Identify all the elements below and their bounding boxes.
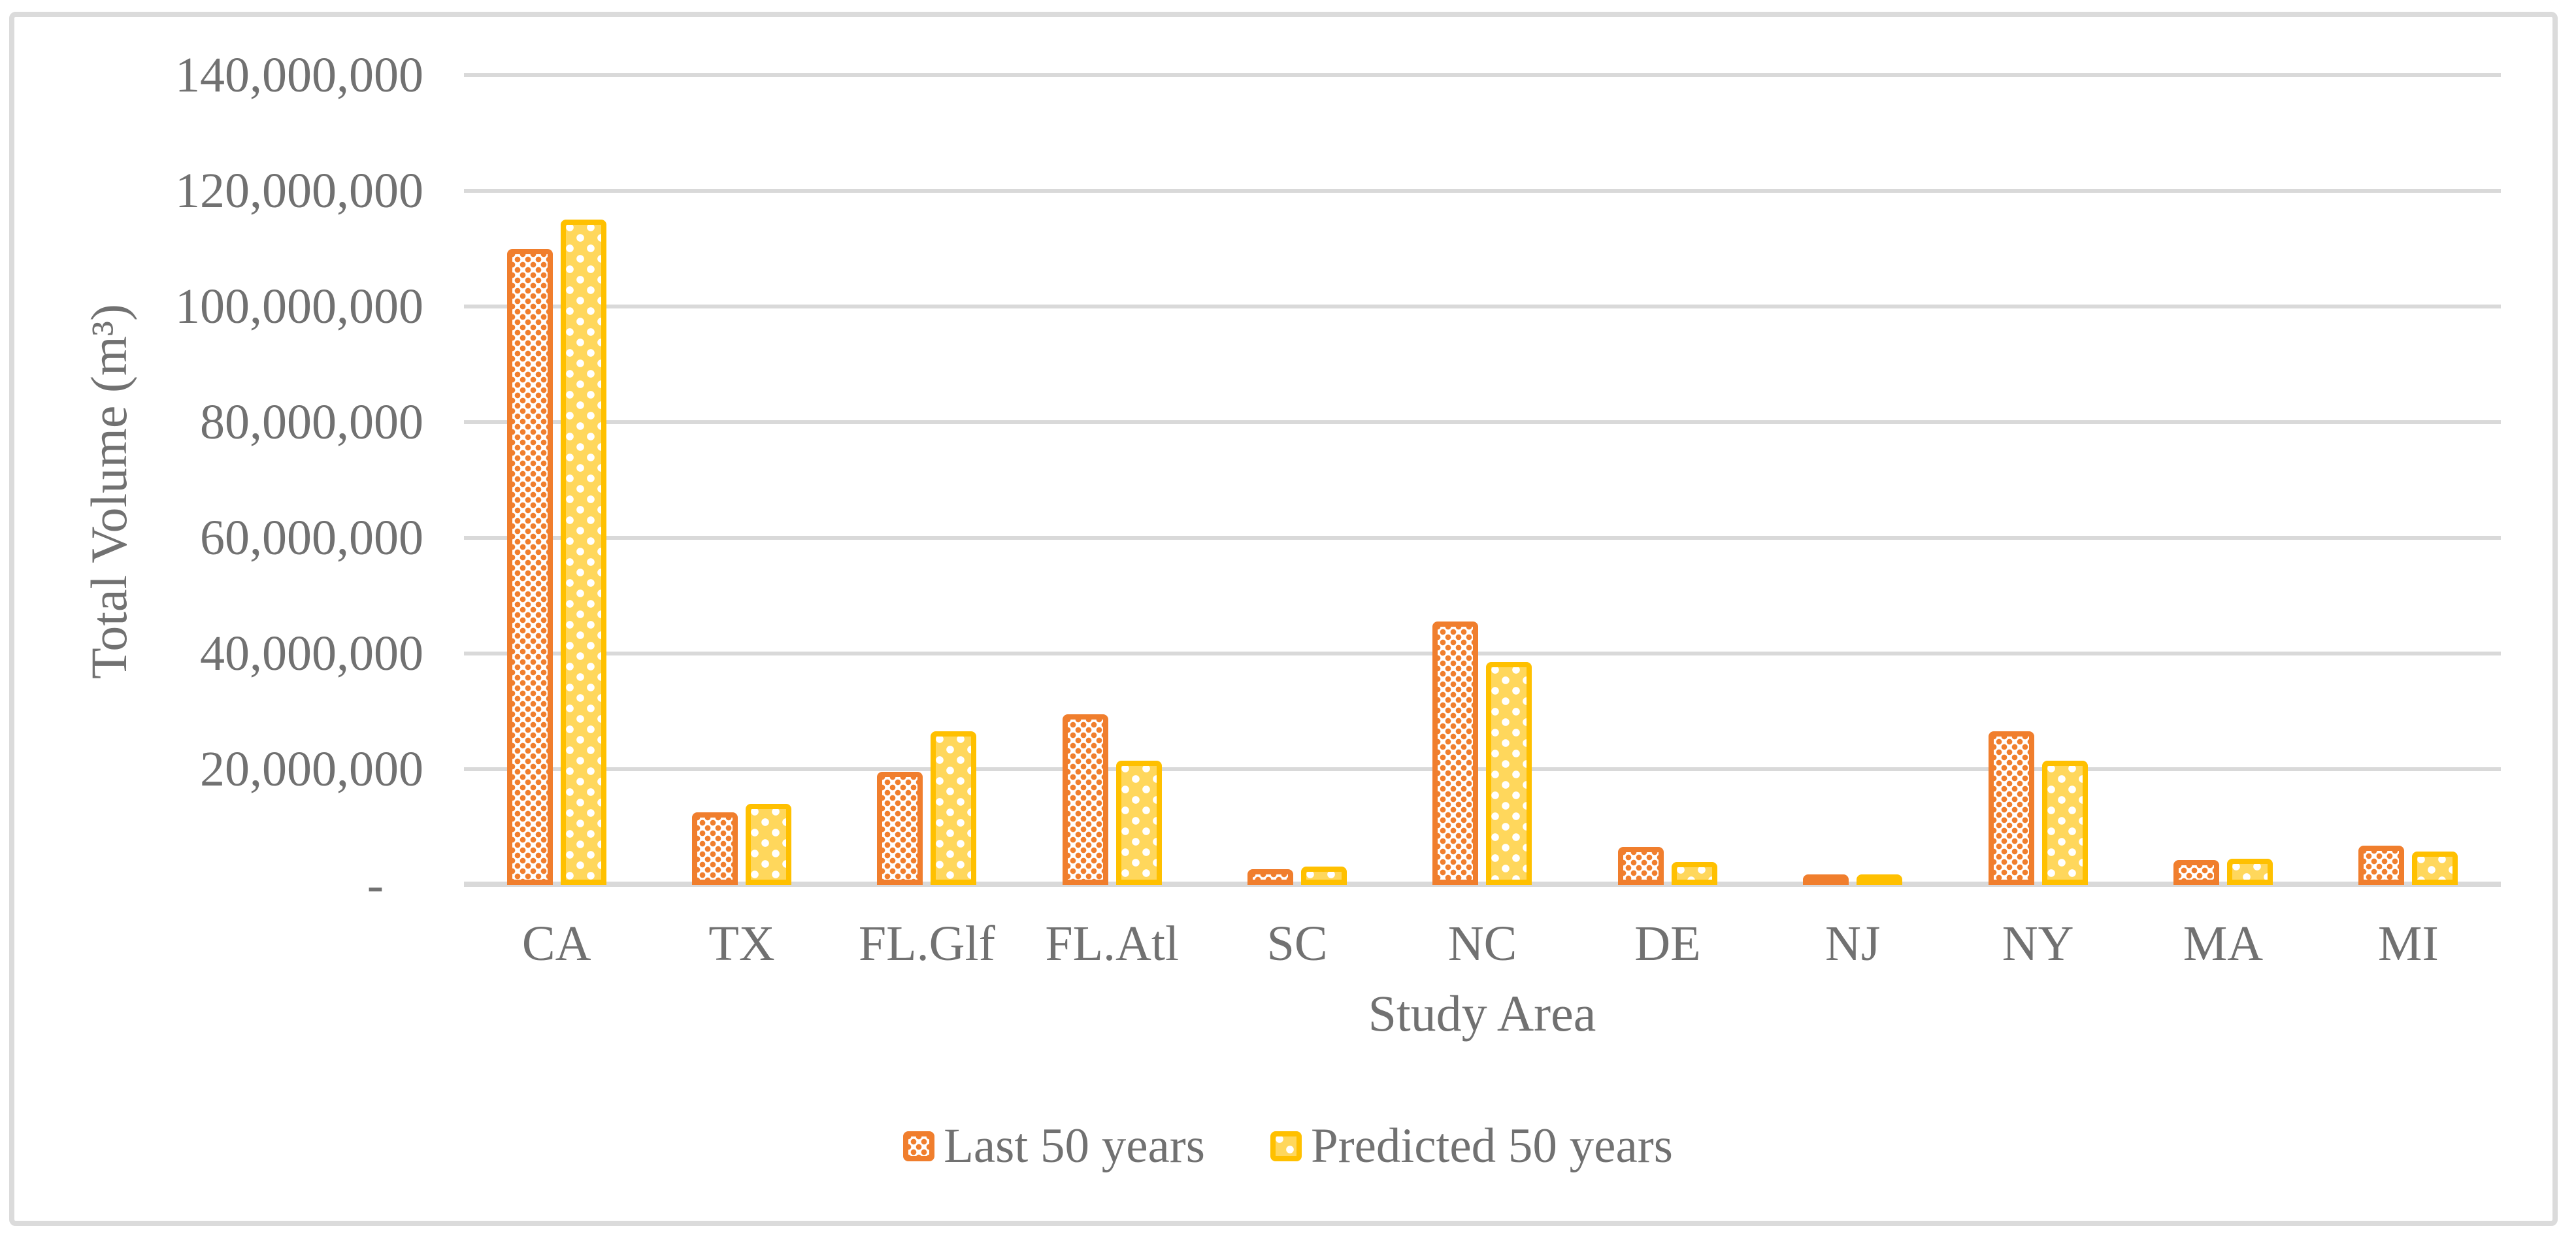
bar-last-50-years-ny[interactable] <box>1988 731 2034 885</box>
y-tick-label: 120,000,000 <box>175 163 423 218</box>
bar-predicted-50-years-sc[interactable] <box>1301 866 1347 885</box>
bar-last-50-years-sc[interactable] <box>1247 869 1294 885</box>
gridline <box>464 652 2501 655</box>
y-tick-label: 40,000,000 <box>200 626 423 681</box>
category-slot-fl-atl <box>1019 75 1204 885</box>
category-slot-sc <box>1204 75 1389 885</box>
bar-predicted-50-years-tx[interactable] <box>746 804 792 885</box>
legend-swatch-icon <box>903 1131 935 1161</box>
x-axis-title: Study Area <box>1368 985 1596 1042</box>
x-category-label-fl-atl: FL.Atl <box>1045 916 1180 971</box>
x-category-label-nj: NJ <box>1825 916 1881 971</box>
y-tick-label: 80,000,000 <box>200 395 423 450</box>
category-slot-nc <box>1390 75 1575 885</box>
bar-predicted-50-years-nc[interactable] <box>1486 662 1532 885</box>
legend-label: Predicted 50 years <box>1310 1119 1673 1173</box>
y-axis-title: Total Volume (m³) <box>80 304 137 679</box>
bar-predicted-50-years-fl-atl[interactable] <box>1115 760 1162 885</box>
legend-item-last-50-years[interactable]: Last 50 years <box>903 1121 1205 1170</box>
x-category-label-ny: NY <box>2002 916 2074 971</box>
bar-predicted-50-years-ny[interactable] <box>2041 760 2088 885</box>
x-category-label-ma: MA <box>2183 916 2264 971</box>
category-slot-de <box>1575 75 1760 885</box>
x-category-label-tx: TX <box>708 916 775 971</box>
x-category-label-nc: NC <box>1447 916 1517 971</box>
bar-predicted-50-years-fl-glf[interactable] <box>931 731 977 885</box>
legend: Last 50 years Predicted 50 years <box>0 1121 2576 1170</box>
category-slot-ny <box>1945 75 2130 885</box>
legend-label: Last 50 years <box>944 1119 1205 1173</box>
category-slot-mi <box>2316 75 2501 885</box>
category-slot-fl-glf <box>834 75 1019 885</box>
bar-last-50-years-nc[interactable] <box>1432 622 1479 885</box>
category-slot-tx <box>649 75 834 885</box>
bar-predicted-50-years-ma[interactable] <box>2226 859 2273 885</box>
bar-last-50-years-fl-atl[interactable] <box>1062 714 1108 885</box>
gridline <box>464 420 2501 424</box>
bar-predicted-50-years-mi[interactable] <box>2412 851 2458 885</box>
bar-predicted-50-years-ca[interactable] <box>560 220 606 885</box>
legend-swatch-icon <box>1270 1131 1302 1161</box>
legend-item-predicted-50-years[interactable]: Predicted 50 years <box>1270 1121 1673 1170</box>
category-slot-ma <box>2130 75 2315 885</box>
plot-area <box>464 73 2501 887</box>
x-axis-line <box>464 882 2501 887</box>
bar-last-50-years-de[interactable] <box>1617 847 1664 885</box>
x-category-label-ca: CA <box>521 916 591 971</box>
bar-last-50-years-mi[interactable] <box>2358 845 2405 885</box>
y-tick-label: - <box>367 857 384 912</box>
y-tick-label: 140,000,000 <box>175 48 423 103</box>
x-category-label-fl-glf: FL.Glf <box>858 916 995 971</box>
x-category-label-sc: SC <box>1266 916 1328 971</box>
gridline <box>464 305 2501 308</box>
y-tick-label: 20,000,000 <box>200 742 423 797</box>
bar-predicted-50-years-de[interactable] <box>1671 861 1717 885</box>
bar-last-50-years-ca[interactable] <box>506 248 553 885</box>
category-slot-ca <box>464 75 649 885</box>
chart-outer-border <box>9 12 2558 1226</box>
bar-last-50-years-nj[interactable] <box>1803 874 1849 885</box>
y-tick-label: 60,000,000 <box>200 510 423 565</box>
y-tick-label: 100,000,000 <box>175 279 423 334</box>
x-category-label-de: DE <box>1634 916 1701 971</box>
x-category-label-mi: MI <box>2377 916 2439 971</box>
gridline <box>464 767 2501 771</box>
gridline <box>464 73 2501 77</box>
category-slot-nj <box>1760 75 1945 885</box>
bar-last-50-years-ma[interactable] <box>2173 859 2219 885</box>
gridline <box>464 536 2501 540</box>
bar-last-50-years-fl-glf[interactable] <box>877 772 923 885</box>
bar-last-50-years-tx[interactable] <box>692 812 738 885</box>
gridline <box>464 189 2501 193</box>
bars <box>464 75 2501 885</box>
bar-predicted-50-years-nj[interactable] <box>1857 874 1903 885</box>
